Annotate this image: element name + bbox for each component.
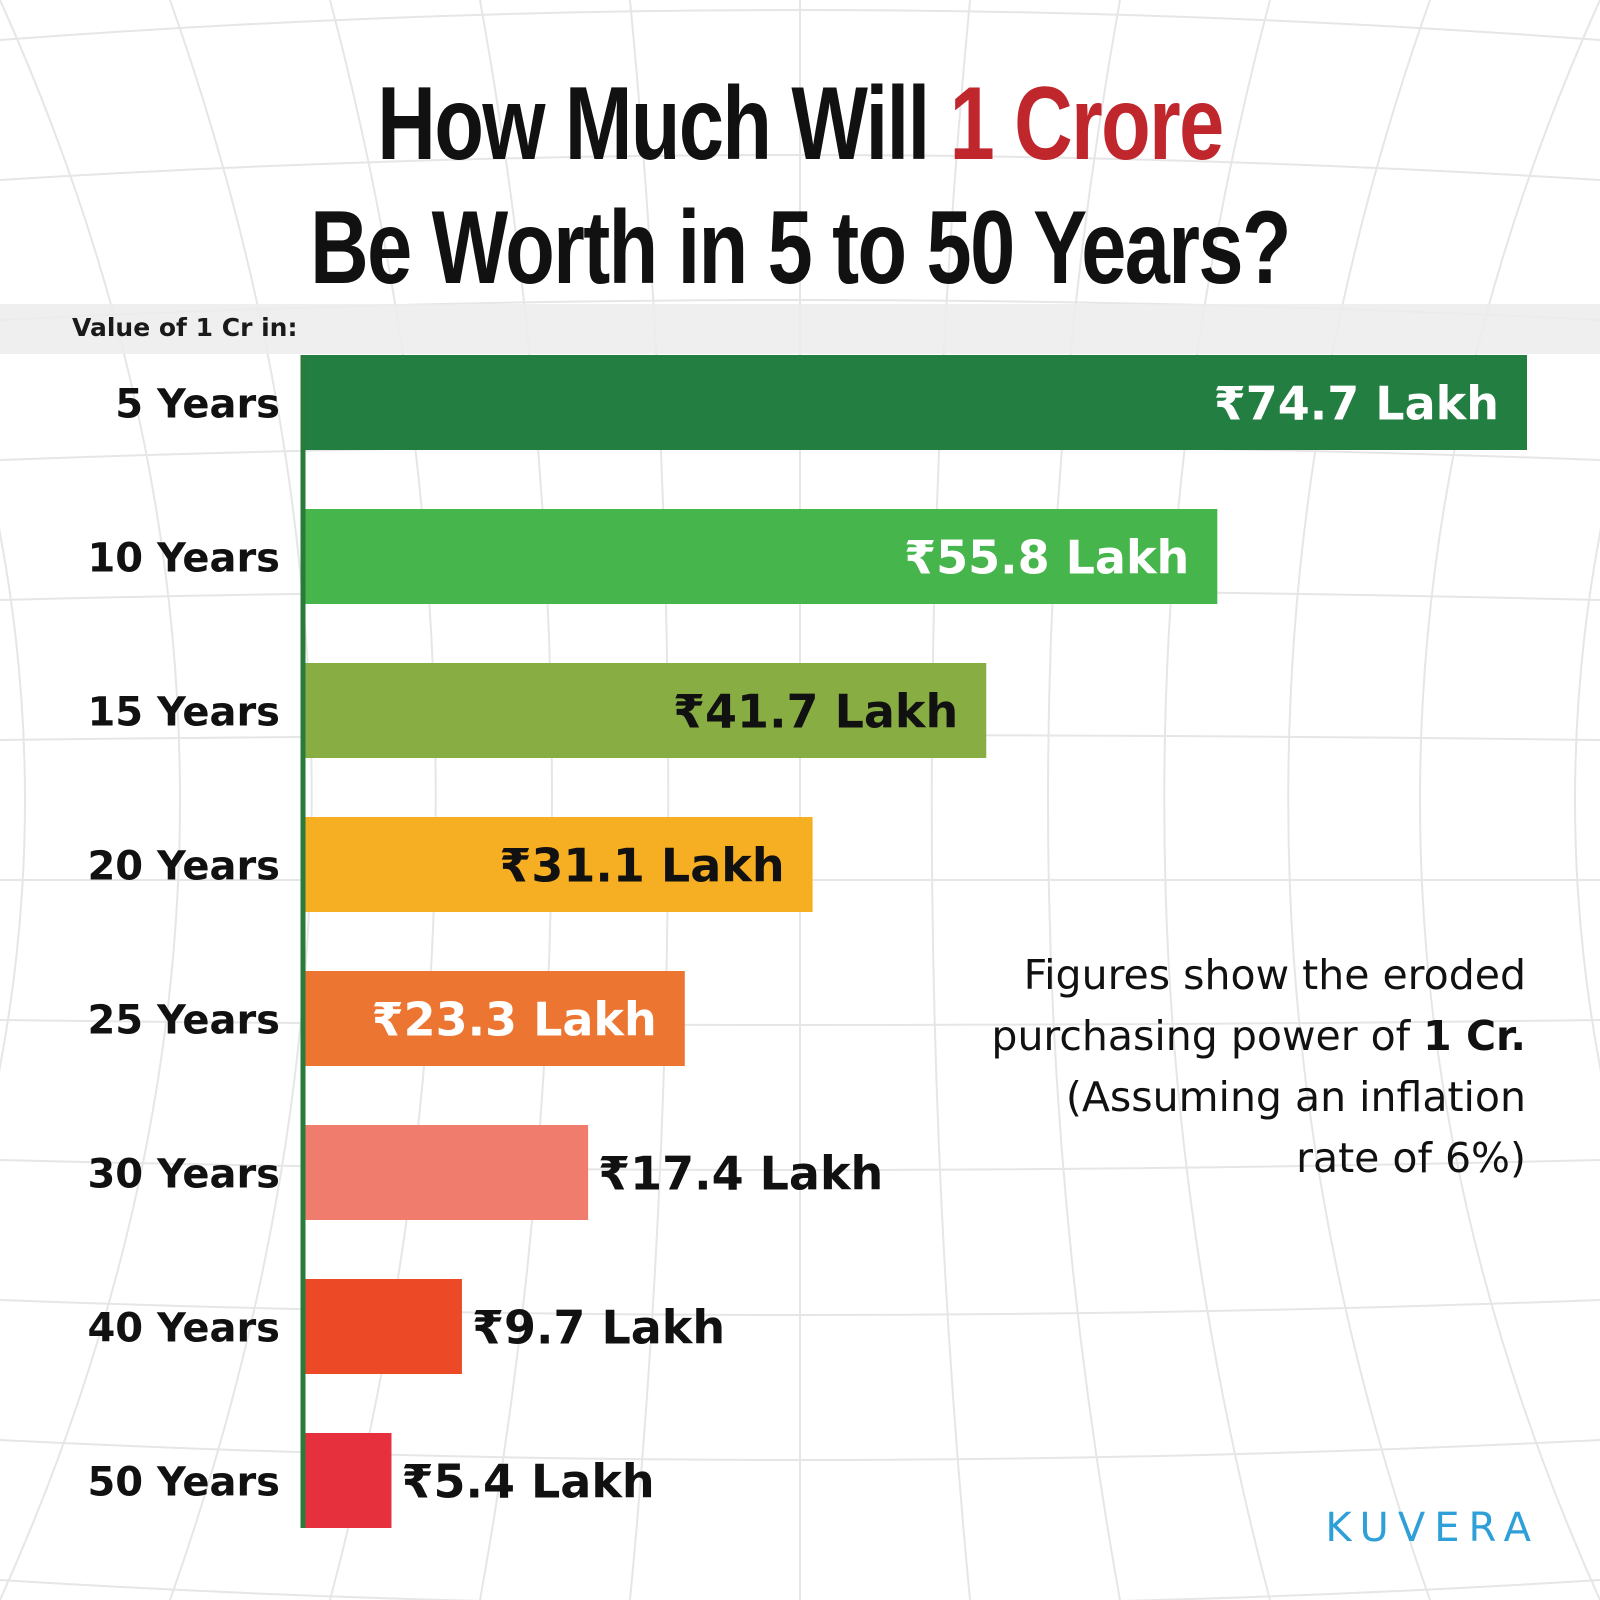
note-line-2-bold: 1 Cr. (1423, 1012, 1526, 1060)
value-label: ₹17.4 Lakh (598, 1147, 883, 1201)
grid-line (0, 1579, 1600, 1600)
category-label: 15 Years (87, 690, 280, 736)
grid-line (930, 0, 971, 1600)
note-line-2: purchasing power of 1 Cr. (866, 1006, 1526, 1067)
kuvera-logo: KUVERA (1325, 1505, 1540, 1551)
grid-line (0, 0, 181, 1600)
category-label: 40 Years (87, 1306, 280, 1352)
header-band (0, 304, 1600, 354)
chart-title-line-2: Be Worth in 5 to 50 Years? (310, 190, 1291, 306)
note-line-3: (Assuming an inflation (1065, 1073, 1526, 1121)
bar-10-years (303, 509, 1218, 604)
bar-25-years (303, 971, 685, 1066)
value-label: ₹23.3 Lakh (372, 993, 657, 1047)
grid-line (479, 0, 553, 1600)
category-label: 50 Years (87, 1460, 280, 1506)
grid-line (629, 0, 670, 1600)
header-label: Value of 1 Cr in: (72, 313, 298, 342)
bar-30-years (303, 1125, 589, 1220)
category-label: 10 Years (87, 536, 280, 582)
category-label: 30 Years (87, 1152, 280, 1198)
bar-40-years (303, 1279, 462, 1374)
note-line-1: Figures show the eroded (1023, 951, 1526, 999)
title-prefix: How Much Will (377, 66, 950, 182)
value-label: ₹55.8 Lakh (904, 531, 1189, 585)
grid-line (1574, 528, 1600, 1072)
grid-line (0, 528, 26, 1072)
inflation-note: Figures show the eroded purchasing power… (866, 945, 1526, 1189)
grid-line (169, 0, 313, 1600)
chart-title-line-1: How Much Will 1 Crore (176, 62, 1424, 186)
grid-line (1419, 0, 1600, 1600)
value-label: ₹5.4 Lakh (401, 1455, 654, 1509)
grid-line (1287, 0, 1431, 1600)
value-label: ₹9.7 Lakh (472, 1301, 725, 1355)
grid-line (1047, 0, 1121, 1600)
title-accent: 1 Crore (949, 66, 1225, 182)
note-line-4: rate of 6%) (1296, 1134, 1526, 1182)
value-label: ₹74.7 Lakh (1214, 377, 1499, 431)
grid-line (1163, 0, 1271, 1600)
note-line-2-text: purchasing power of (991, 1012, 1424, 1060)
category-label: 5 Years (115, 382, 280, 428)
bar-5-years (303, 355, 1527, 450)
value-label: ₹31.1 Lakh (499, 839, 784, 893)
category-label: 25 Years (87, 998, 280, 1044)
category-label: 20 Years (87, 844, 280, 890)
bar-20-years (303, 817, 813, 912)
bar-15-years (303, 663, 987, 758)
bar-50-years (303, 1433, 392, 1528)
value-label: ₹41.7 Lakh (673, 685, 958, 739)
